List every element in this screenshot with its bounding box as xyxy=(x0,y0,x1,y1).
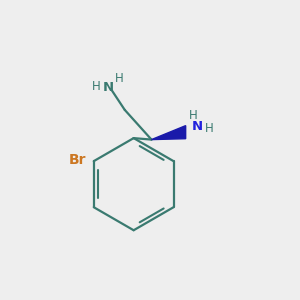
Text: H: H xyxy=(114,72,123,85)
Text: Br: Br xyxy=(69,153,86,167)
Text: N: N xyxy=(191,120,203,133)
Text: H: H xyxy=(205,122,213,135)
Text: N: N xyxy=(103,81,114,94)
Text: H: H xyxy=(189,109,198,122)
Text: H: H xyxy=(92,80,100,93)
Polygon shape xyxy=(152,126,186,140)
